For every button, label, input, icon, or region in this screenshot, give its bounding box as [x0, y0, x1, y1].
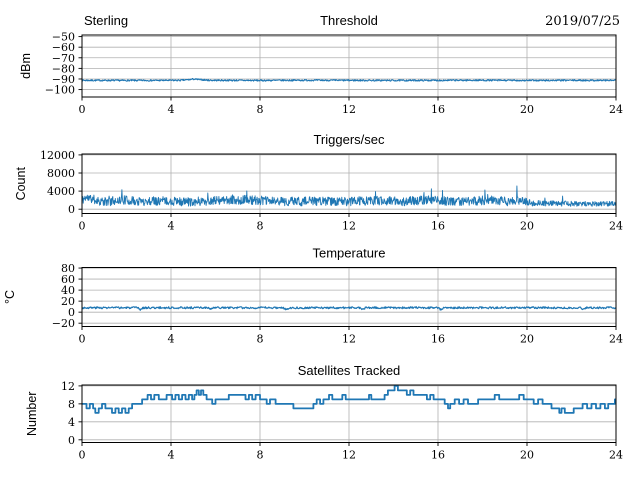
y-axis-label: Number: [25, 392, 39, 436]
subplot-title: Threshold: [320, 13, 378, 28]
subplot-threshold: 0 4 8 12 16 20 24 −50−60−70−80−90−100 dBm Thresho…: [19, 13, 623, 116]
x-tick-label: 0: [79, 333, 86, 346]
x-tick-label: 8: [257, 333, 264, 346]
x-tick-label: 12: [342, 220, 356, 233]
series-line-temperature-c: [82, 306, 616, 311]
series-line-triggers-per-sec: [82, 185, 616, 207]
subplot-title: Satellites Tracked: [298, 363, 401, 378]
x-tick-label: 20: [520, 333, 534, 346]
series-line-threshold-dbm: [82, 77, 616, 82]
x-tick-label: 0: [79, 220, 86, 233]
x-tick-label: 16: [431, 103, 445, 116]
y-tick-label: −70: [52, 52, 75, 65]
y-tick-label: 0: [68, 203, 75, 216]
x-tick-label: 12: [342, 449, 356, 462]
x-tick-label: 20: [520, 220, 534, 233]
subplot-title: Temperature: [313, 246, 386, 261]
subplot-triggers: 0 4 8 12 16 20 24 12000 8000 4000 0 Count Triggers/s…: [14, 132, 623, 233]
y-tick-label: −100: [45, 84, 75, 97]
x-tick-label: 24: [609, 220, 623, 233]
y-tick-label: −50: [52, 31, 75, 44]
x-tick-label: 16: [431, 333, 445, 346]
series-line-satellites-tracked: [82, 385, 616, 414]
y-tick-label: 20: [61, 295, 75, 308]
x-tick-label: 4: [168, 220, 175, 233]
y-tick-label: 8: [68, 398, 75, 411]
x-tick-label: 16: [431, 220, 445, 233]
subplot-title-left: Sterling: [84, 13, 128, 28]
x-tick-label: 4: [168, 449, 175, 462]
x-tick-label: 12: [342, 103, 356, 116]
x-tick-label: 24: [609, 103, 623, 116]
y-tick-label: 4: [68, 416, 75, 429]
y-tick-label: 60: [61, 273, 75, 286]
y-tick-label: −20: [52, 317, 75, 330]
y-axis-label: °C: [3, 290, 17, 304]
y-tick-label: 8000: [47, 167, 75, 180]
y-axis-label: Count: [14, 167, 28, 201]
x-tick-label: 4: [168, 103, 175, 116]
x-tick-label: 24: [609, 333, 623, 346]
x-tick-label: 4: [168, 333, 175, 346]
y-tick-label: 80: [61, 262, 75, 275]
y-tick-label: −90: [52, 73, 75, 86]
y-axis-label: dBm: [19, 53, 33, 79]
y-tick-label: 12: [61, 380, 75, 393]
x-tick-label: 0: [79, 449, 86, 462]
subplot-satellites: 0 4 8 12 16 20 24 12 8 4 0 Number Satellites Tracked: [25, 363, 623, 462]
x-tick-label: 24: [609, 449, 623, 462]
x-tick-label: 16: [431, 449, 445, 462]
x-tick-label: 8: [257, 449, 264, 462]
y-tick-label: 12000: [40, 149, 75, 162]
subplot-title-right: 2019/07/25: [545, 14, 620, 29]
x-tick-label: 12: [342, 333, 356, 346]
subplot-title: Triggers/sec: [313, 132, 385, 147]
y-tick-label: 4000: [47, 185, 75, 198]
x-tick-label: 8: [257, 220, 264, 233]
y-tick-label: −80: [52, 62, 75, 75]
y-tick-label: 0: [68, 434, 75, 447]
x-tick-label: 0: [79, 103, 86, 116]
y-tick-label: 0: [68, 306, 75, 319]
x-tick-label: 20: [520, 103, 534, 116]
x-tick-label: 20: [520, 449, 534, 462]
y-tick-label: 40: [61, 284, 75, 297]
x-tick-label: 8: [257, 103, 264, 116]
y-tick-label: −60: [52, 41, 75, 54]
